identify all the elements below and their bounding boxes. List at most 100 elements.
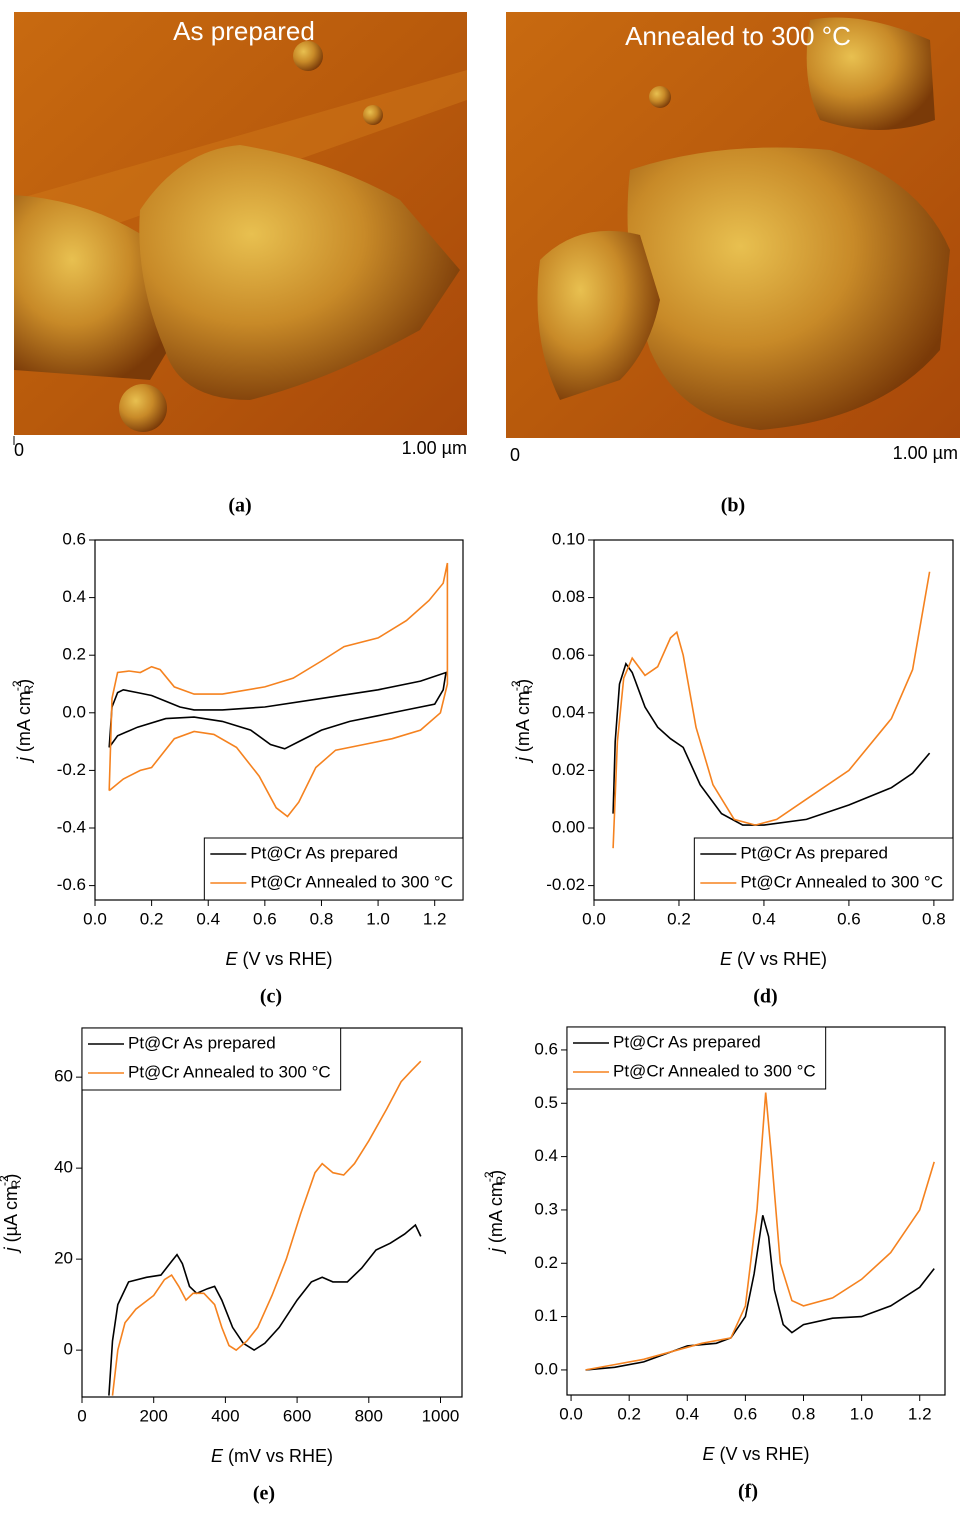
x-tick-label: 0.0	[83, 909, 107, 928]
legend-box	[203, 837, 464, 901]
y-axis-label-part: (mA cm	[513, 691, 533, 757]
legend: Pt@Cr As prepared Pt@Cr Annealed to 300 °…	[693, 837, 954, 901]
y-axis-label-part: (mA cm	[14, 691, 34, 757]
x-tick-label: 0.8	[310, 909, 334, 928]
series-line	[612, 662, 931, 826]
y-tick-label: 0.06	[552, 645, 585, 664]
legend-label: Pt@Cr As prepared	[250, 843, 398, 862]
x-axis-label: E (mV vs RHE)	[211, 1446, 333, 1466]
x-tick-label: 0.8	[922, 909, 946, 928]
y-tick-label: 0.4	[534, 1146, 558, 1165]
legend: Pt@Cr As prepared Pt@Cr Annealed to 300 °…	[566, 1026, 827, 1090]
series-line	[585, 1215, 935, 1371]
x-tick-label: 600	[283, 1406, 311, 1425]
scale-end: 1.00 µm	[402, 438, 467, 458]
y-tick-label: 0.3	[534, 1199, 558, 1218]
y-axis-label-part: )	[14, 679, 34, 685]
y-tick-label: -0.02	[546, 875, 585, 894]
y-axis-label-part: )	[1, 1174, 21, 1180]
legend-label: Pt@Cr Annealed to 300 °C	[250, 872, 453, 891]
y-tick-label: 0.2	[62, 645, 86, 664]
y-axis-label-part: j	[14, 756, 34, 764]
image-title: Annealed to 300 °C	[625, 21, 851, 51]
x-axis-label-part: E	[702, 1444, 715, 1464]
legend-label: Pt@Cr As prepared	[613, 1032, 761, 1051]
x-tick-label: 0.6	[837, 909, 861, 928]
legend-box	[566, 1026, 827, 1090]
legend-label: Pt@Cr Annealed to 300 °C	[613, 1061, 816, 1080]
x-tick-label: 0.6	[253, 909, 277, 928]
panel-label: (d)	[753, 986, 777, 1008]
y-axis-label-part: R	[521, 685, 535, 694]
y-tick-label: 20	[54, 1249, 73, 1268]
series-line	[612, 571, 931, 849]
y-tick-label: 0.6	[534, 1039, 558, 1058]
y-tick-label: 0.5	[534, 1093, 558, 1112]
x-tick-label: 400	[211, 1406, 239, 1425]
afm-image-b: 0 1.00 µm Annealed to 300 °C (b)	[506, 12, 960, 517]
series-line	[111, 1060, 422, 1396]
x-tick-label: 0.0	[559, 1404, 583, 1423]
y-axis-label-part: j	[513, 756, 533, 764]
y-tick-label: 60	[54, 1067, 73, 1086]
x-axis-label-part: (V vs RHE)	[732, 949, 827, 969]
y-tick-label: 0.02	[552, 760, 585, 779]
x-tick-label: 1.2	[423, 909, 447, 928]
y-tick-label: 0.10	[552, 529, 585, 548]
y-tick-label: 0	[64, 1340, 73, 1359]
y-axis-label: j (µA cm-2R)	[0, 1174, 23, 1255]
panel-label: (a)	[228, 495, 251, 517]
y-axis-label-part: )	[513, 679, 533, 685]
y-tick-label: -0.6	[57, 875, 86, 894]
series-line	[585, 1092, 935, 1371]
x-tick-label: 1.0	[850, 1404, 874, 1423]
y-axis-label-part: j	[1, 1246, 21, 1254]
y-tick-label: 0.08	[552, 587, 585, 606]
x-tick-label: 0.0	[582, 909, 606, 928]
panel-label: (b)	[721, 495, 745, 517]
series-line	[108, 1223, 422, 1396]
x-axis-label: E (V vs RHE)	[702, 1444, 809, 1464]
x-tick-label: 1.0	[366, 909, 390, 928]
x-tick-label: 0.2	[617, 1404, 641, 1423]
y-tick-label: -0.4	[57, 817, 86, 836]
panel-label: (c)	[260, 986, 282, 1008]
y-tick-label: 0.04	[552, 702, 585, 721]
x-tick-label: 800	[355, 1406, 383, 1425]
series-line	[108, 562, 449, 818]
y-tick-label: 0.1	[534, 1306, 558, 1325]
legend-label: Pt@Cr Annealed to 300 °C	[740, 872, 943, 891]
x-tick-label: 0.6	[734, 1404, 758, 1423]
y-axis-label-part: R	[9, 1179, 23, 1188]
y-tick-label: 0.0	[534, 1359, 558, 1378]
y-tick-label: 0.2	[534, 1253, 558, 1272]
x-tick-label: 1.2	[908, 1404, 932, 1423]
y-axis-label-part: R	[494, 1176, 508, 1185]
y-tick-label: -0.2	[57, 760, 86, 779]
y-axis-label-part: -2	[509, 680, 523, 691]
x-tick-label: 0.4	[675, 1404, 699, 1423]
x-axis-label: E (V vs RHE)	[225, 949, 332, 969]
legend-label: Pt@Cr As prepared	[128, 1033, 276, 1052]
y-tick-label: 0.6	[62, 529, 86, 548]
y-axis-label-part: -2	[10, 680, 24, 691]
x-tick-label: 1000	[422, 1406, 460, 1425]
y-axis-label-part: (µA cm	[1, 1186, 21, 1247]
y-axis-label-part: -2	[0, 1175, 11, 1186]
panel-label: (e)	[253, 1483, 275, 1505]
x-axis-label-part: (V vs RHE)	[715, 1444, 810, 1464]
x-tick-label: 200	[140, 1406, 168, 1425]
legend: Pt@Cr As prepared Pt@Cr Annealed to 300 °…	[81, 1027, 342, 1091]
x-axis-label: E (V vs RHE)	[720, 949, 827, 969]
legend-label: Pt@Cr Annealed to 300 °C	[128, 1062, 331, 1081]
y-tick-label: 0.4	[62, 587, 86, 606]
series-line	[108, 671, 448, 750]
y-axis-label-part: (mA cm	[486, 1182, 506, 1248]
x-tick-label: 0.4	[752, 909, 776, 928]
x-tick-label: 0	[77, 1406, 86, 1425]
y-axis-label: j (mA cm-2R)	[509, 679, 535, 764]
x-axis-label-part: (mV vs RHE)	[223, 1446, 333, 1466]
x-axis-label-part: (V vs RHE)	[238, 949, 333, 969]
x-tick-label: 0.2	[667, 909, 691, 928]
scale-end: 1.00 µm	[893, 443, 958, 463]
